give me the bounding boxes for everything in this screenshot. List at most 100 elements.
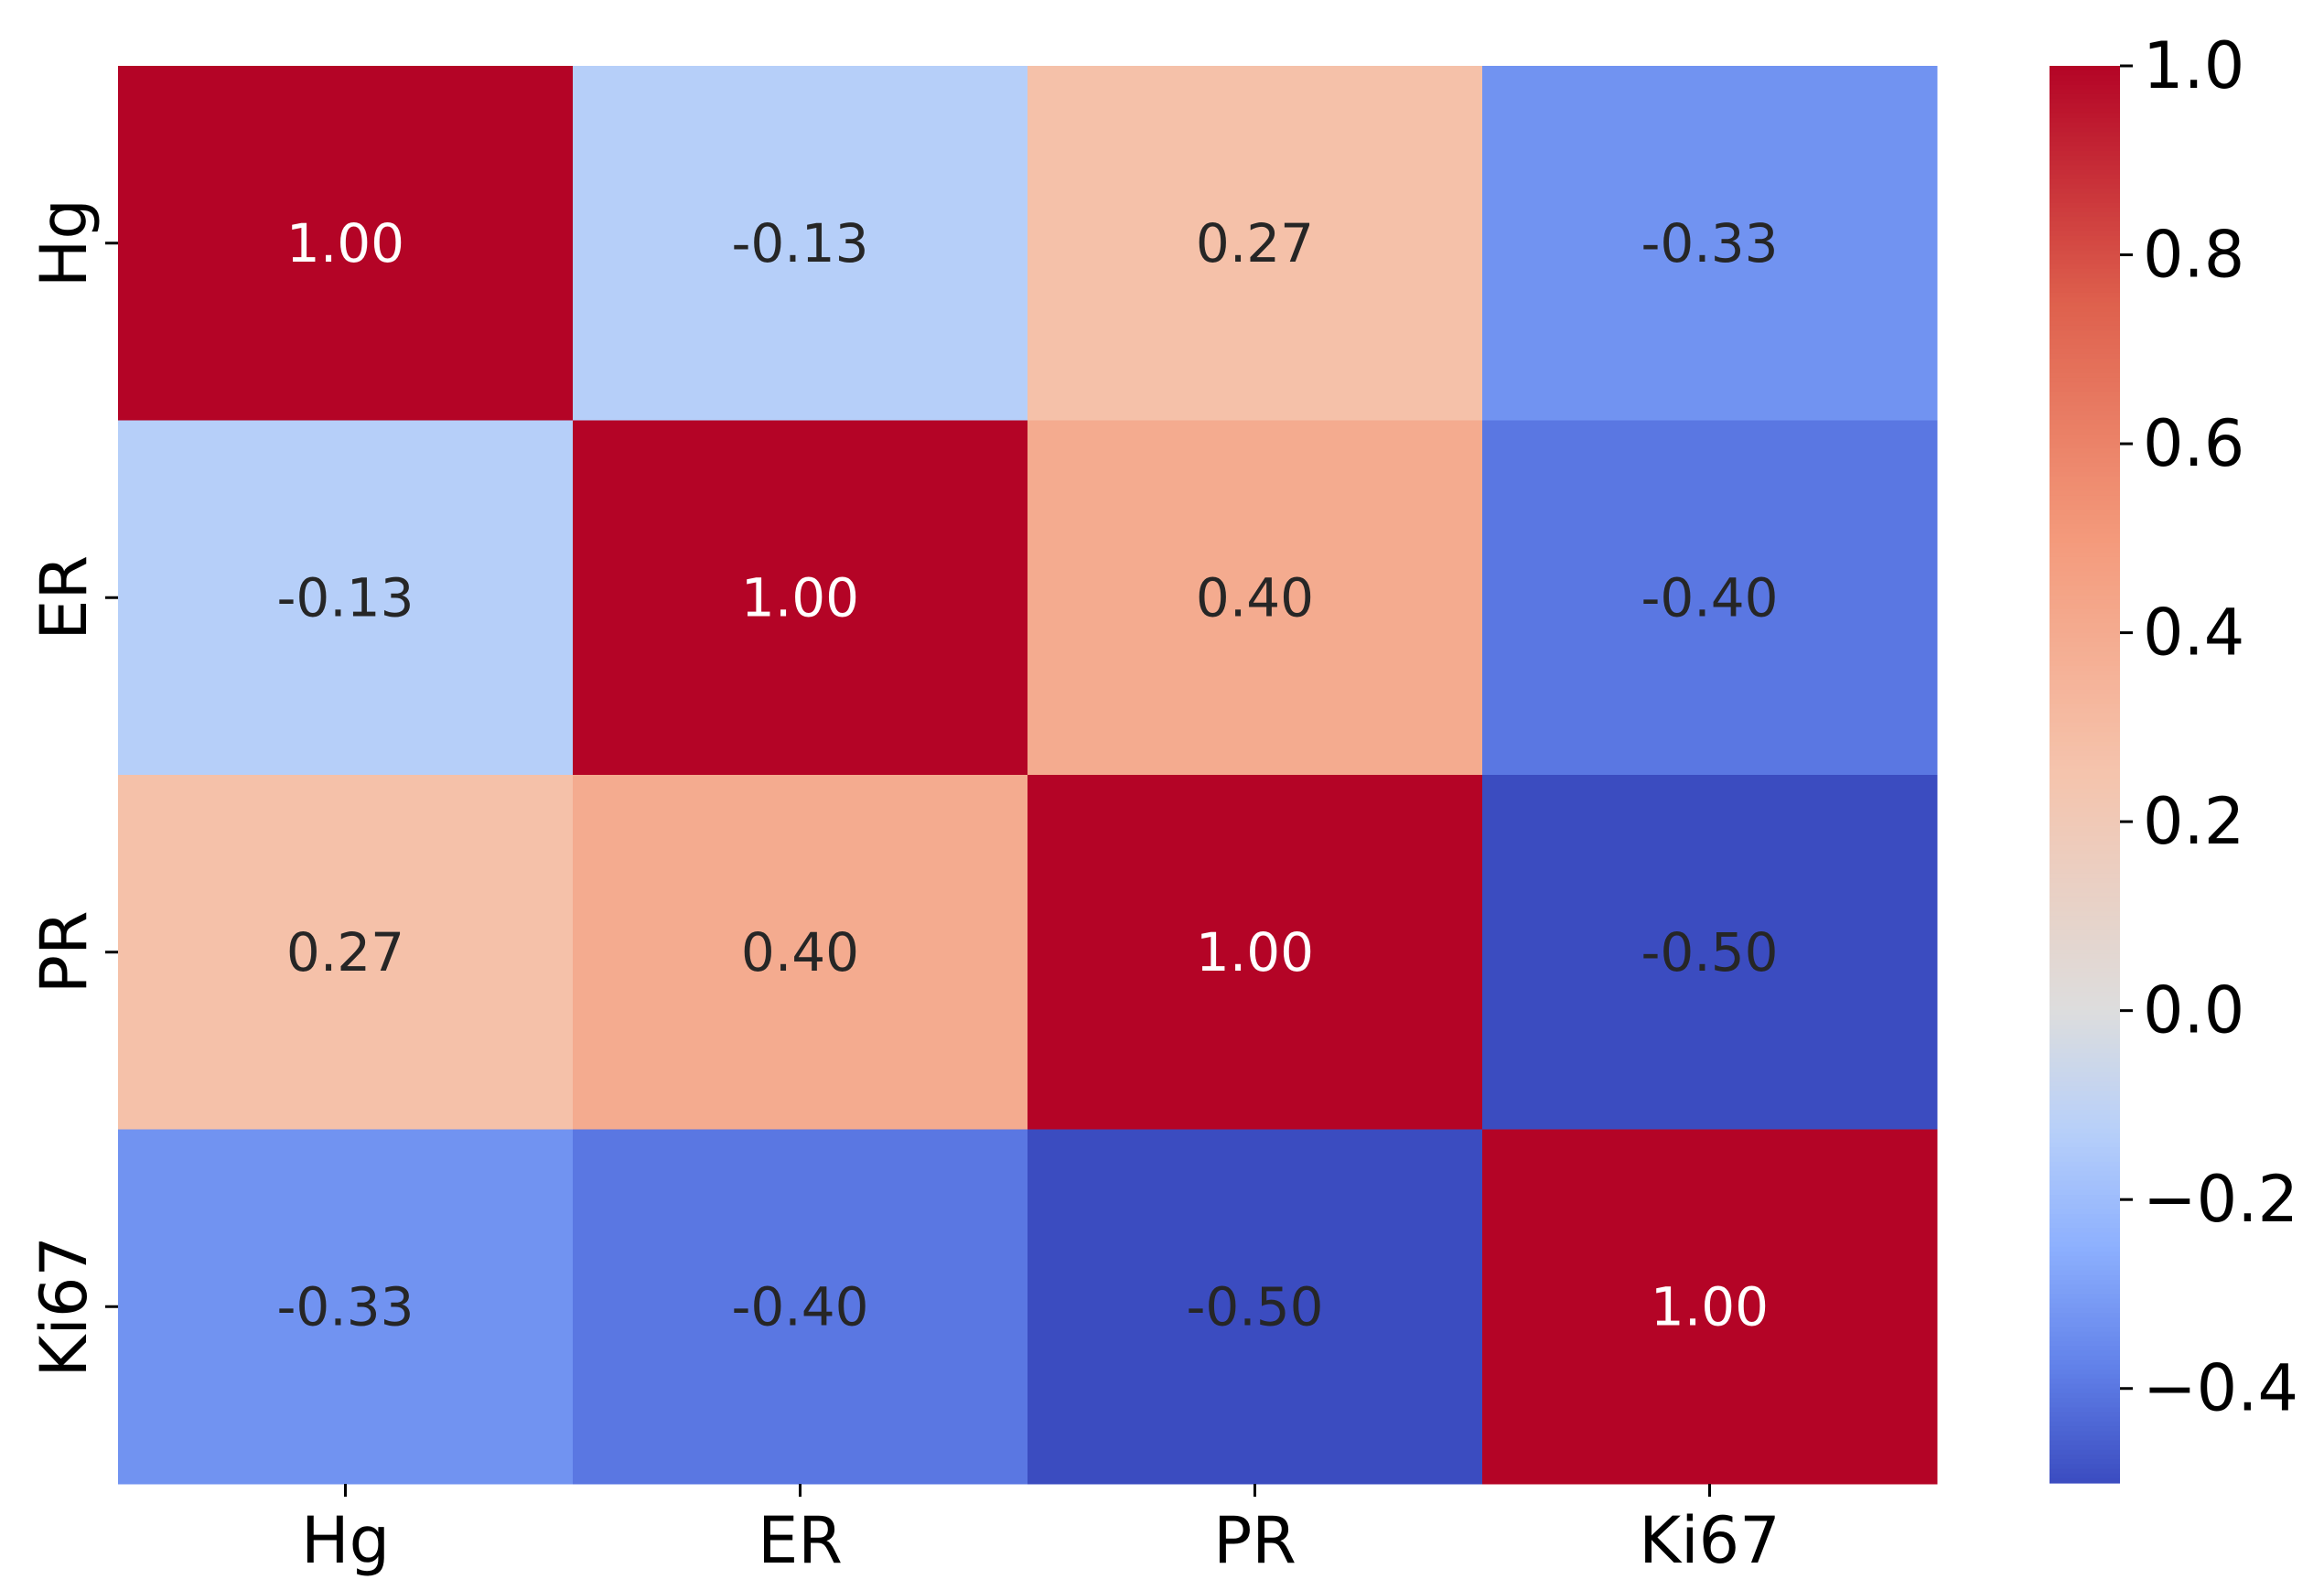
colorbar-gradient-strip	[2050, 698, 2120, 704]
cell-value-label-0-3: -0.33	[1641, 212, 1778, 274]
colorbar-gradient-strip	[2050, 254, 2120, 261]
colorbar-gradient-strip	[2050, 632, 2120, 639]
colorbar-gradient-strip	[2050, 1218, 2120, 1224]
colorbar-gradient-strip	[2050, 1251, 2120, 1257]
colorbar-gradient-strip	[2050, 1313, 2120, 1318]
y-tick-label-2: PR	[27, 910, 102, 994]
colorbar-gradient-strip	[2050, 1199, 2120, 1205]
colorbar-gradient-strip	[2050, 1047, 2120, 1054]
cell-value-label-0-1: -0.13	[731, 212, 868, 274]
colorbar-gradient-strip	[2050, 141, 2120, 147]
colorbar-gradient-strip	[2050, 901, 2120, 908]
colorbar-gradient-strip	[2050, 726, 2120, 733]
colorbar-gradient-strip	[2050, 1398, 2120, 1403]
colorbar-gradient-strip	[2050, 940, 2120, 945]
heatmap-cell-1-0	[118, 420, 574, 776]
colorbar-gradient-strip	[2050, 590, 2120, 596]
colorbar-gradient-strip	[2050, 972, 2120, 979]
colorbar-gradient-strip	[2050, 1180, 2120, 1187]
colorbar-gradient-strip	[2050, 1464, 2120, 1470]
colorbar-gradient-strip	[2050, 1189, 2120, 1196]
colorbar-gradient-strip	[2050, 840, 2120, 846]
colorbar-gradient-strip	[2050, 1473, 2120, 1479]
colorbar-gradient-strip	[2050, 1355, 2120, 1361]
colorbar-gradient-strip	[2050, 1426, 2120, 1432]
colorbar-tick-label-1: 0.8	[2143, 218, 2244, 293]
colorbar-gradient-strip	[2050, 1407, 2120, 1413]
colorbar-gradient-strip	[2050, 510, 2120, 516]
colorbar-gradient-strip	[2050, 1449, 2120, 1456]
colorbar-gradient-strip	[2050, 533, 2120, 539]
colorbar-gradient-strip	[2050, 335, 2120, 341]
colorbar-gradient-strip	[2050, 178, 2120, 185]
colorbar-gradient-strip	[2050, 831, 2120, 837]
heatmap-cell-1-3	[1482, 420, 1938, 776]
colorbar-gradient-strip	[2050, 1128, 2120, 1134]
colorbar-gradient-strip	[2050, 424, 2120, 431]
colorbar-gradient-strip	[2050, 1090, 2120, 1097]
colorbar-gradient-strip	[2050, 1359, 2120, 1366]
colorbar-gradient-strip	[2050, 1001, 2120, 1007]
colorbar-gradient-strip	[2050, 75, 2120, 81]
colorbar-gradient-strip	[2050, 935, 2120, 940]
colorbar-gradient-strip	[2050, 1043, 2120, 1049]
colorbar-gradient-strip	[2050, 608, 2120, 615]
colorbar-gradient-strip	[2050, 675, 2120, 681]
colorbar-gradient-strip	[2050, 1019, 2120, 1026]
colorbar-gradient-strip	[2050, 1119, 2120, 1125]
colorbar-gradient-strip	[2050, 1256, 2120, 1262]
cell-value-label-1-2: 0.40	[1196, 566, 1314, 628]
colorbar-gradient-strip	[2050, 415, 2120, 421]
colorbar-gradient-strip	[2050, 344, 2120, 350]
colorbar-gradient-strip	[2050, 1307, 2120, 1314]
colorbar-gradient-strip	[2050, 174, 2120, 180]
colorbar-gradient-strip	[2050, 1416, 2120, 1423]
colorbar-gradient-strip	[2050, 1104, 2120, 1111]
colorbar-gradient-strip	[2050, 1317, 2120, 1324]
colorbar-gradient-strip	[2050, 779, 2120, 785]
colorbar-gradient-strip	[2050, 571, 2120, 577]
colorbar-gradient-strip	[2050, 217, 2120, 222]
x-tick-label-0: Hg	[301, 1503, 390, 1578]
colorbar-gradient-strip	[2050, 330, 2120, 336]
colorbar-gradient-strip	[2050, 113, 2120, 119]
colorbar-gradient-strip	[2050, 641, 2120, 648]
colorbar-gradient-strip	[2050, 1232, 2120, 1239]
colorbar-gradient-strip	[2050, 623, 2120, 629]
y-tick-label-3: Ki67	[27, 1236, 102, 1377]
colorbar-tick-label-4: 0.2	[2143, 784, 2244, 859]
heatmap-axes: Hg ER PR Ki67 Hg ER PR Ki67	[27, 199, 1781, 1578]
colorbar-gradient-strip	[2050, 1010, 2120, 1016]
colorbar-tick-label-3: 0.4	[2143, 596, 2244, 671]
colorbar-gradient-strip	[2050, 680, 2120, 685]
colorbar-gradient-strip	[2050, 925, 2120, 931]
colorbar-gradient-strip	[2050, 66, 2120, 71]
colorbar-gradient-strip	[2050, 448, 2120, 454]
colorbar-gradient-strip	[2050, 1336, 2120, 1342]
colorbar-gradient-strip	[2050, 944, 2120, 951]
colorbar-gradient-strip	[2050, 245, 2120, 251]
colorbar-gradient-strip	[2050, 958, 2120, 964]
colorbar-gradient-strip	[2050, 1270, 2120, 1276]
colorbar-gradient-strip	[2050, 741, 2120, 747]
colorbar-gradient-strip	[2050, 401, 2120, 407]
colorbar-gradient-strip	[2050, 1081, 2120, 1087]
colorbar-gradient-strip	[2050, 434, 2120, 440]
colorbar-gradient-strip	[2050, 746, 2120, 752]
colorbar-gradient-strip	[2050, 760, 2120, 766]
colorbar-gradient-strip	[2050, 529, 2120, 534]
colorbar-gradient-strip	[2050, 387, 2120, 392]
colorbar-gradient-strip	[2050, 108, 2120, 114]
colorbar-gradient-strip	[2050, 1435, 2120, 1442]
colorbar-gradient-strip	[2050, 1152, 2120, 1158]
heatmap-cell-2-1	[573, 775, 1028, 1130]
colorbar-gradient-strip	[2050, 566, 2120, 573]
colorbar-gradient-strip	[2050, 287, 2120, 294]
colorbar-gradient-strip	[2050, 689, 2120, 695]
colorbar-gradient-strip	[2050, 968, 2120, 973]
colorbar-gradient-strip	[2050, 1346, 2120, 1352]
heatmap-cell-0-2	[1028, 66, 1483, 421]
colorbar-gradient-strip	[2050, 297, 2120, 303]
colorbar-gradient-strip	[2050, 732, 2120, 737]
